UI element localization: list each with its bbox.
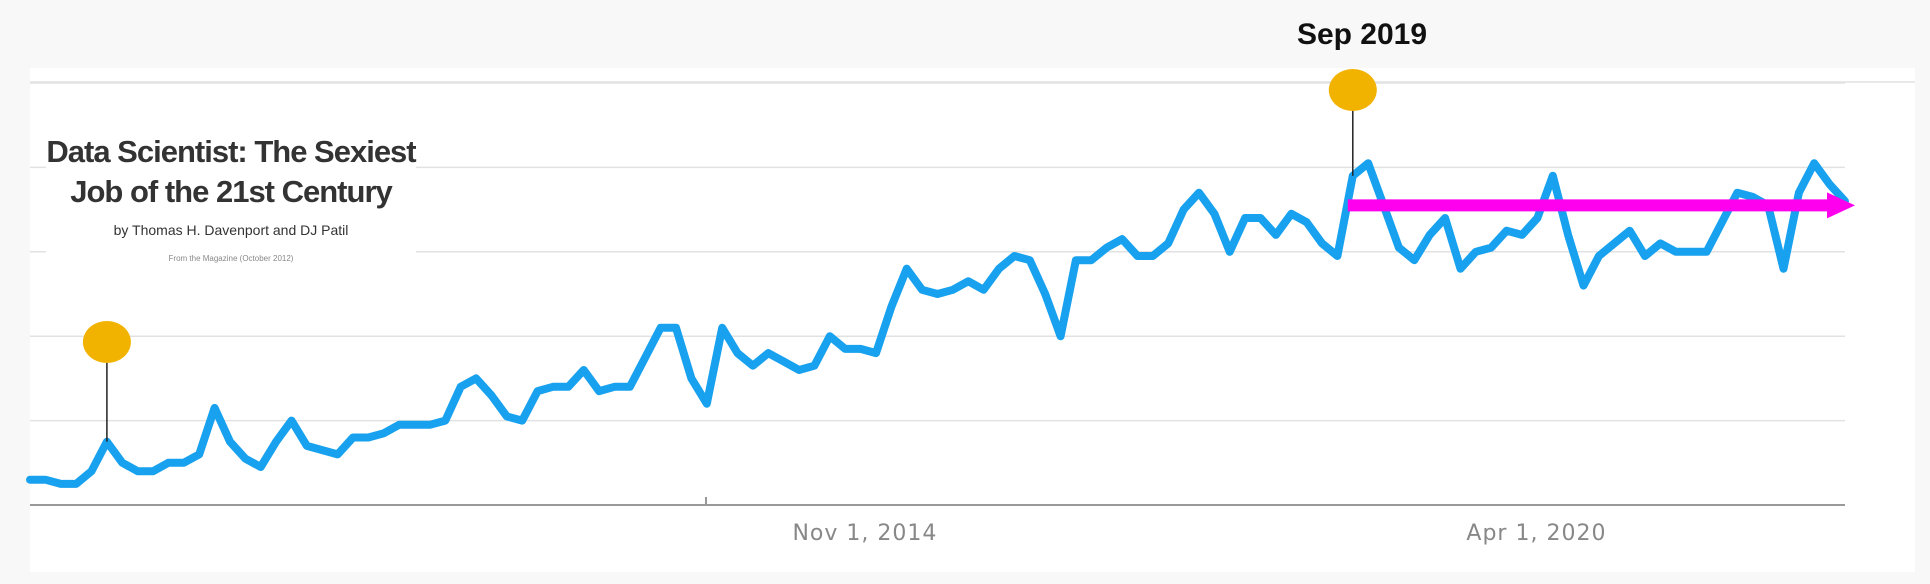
article-source: From the Magazine (October 2012) bbox=[168, 254, 294, 263]
marker-dot bbox=[82, 321, 131, 363]
annotations bbox=[82, 69, 1855, 442]
article-authors: by Thomas H. Davenport and DJ Patil bbox=[113, 222, 349, 238]
article-title-line-2: Job of the 21st Century bbox=[70, 174, 393, 209]
article-title-line-1: Data Scientist: The Sexiest bbox=[46, 134, 416, 169]
trend-arrow-head bbox=[1827, 192, 1855, 219]
peak-date-label: Sep 2019 bbox=[1296, 18, 1428, 51]
article-card: Data Scientist: The Sexiest Job of the 2… bbox=[46, 122, 417, 272]
x-tick-labels: Nov 1, 2014 Apr 1, 2020 bbox=[792, 521, 1606, 546]
article-title: Data Scientist: The Sexiest Job of the 2… bbox=[46, 132, 416, 212]
x-tick-label: Nov 1, 2014 bbox=[792, 521, 937, 546]
x-tick-label: Apr 1, 2020 bbox=[1466, 521, 1606, 546]
marker-dot bbox=[1328, 69, 1377, 111]
